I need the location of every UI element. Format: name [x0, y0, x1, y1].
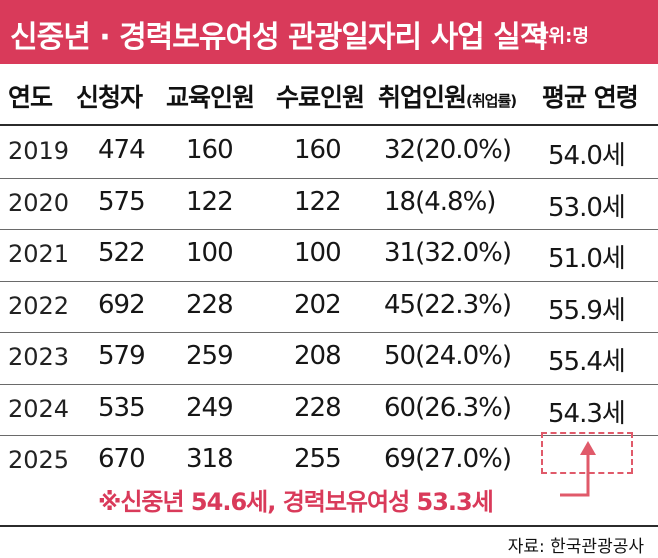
cell-year: 2020	[8, 188, 70, 217]
cell-trained: 122	[186, 186, 234, 217]
cell-employed: 50(24.0%)	[384, 341, 512, 371]
cell-employed: 18(4.8%)	[384, 186, 496, 217]
bottom-divider	[0, 525, 658, 527]
header-employed: 취업인원(취업률)	[378, 78, 517, 114]
cell-completed: 208	[294, 341, 342, 371]
cell-completed: 202	[294, 289, 342, 320]
cell-completed: 255	[294, 444, 342, 474]
cell-applicants: 535	[98, 392, 146, 423]
table-header: 연도 신청자 교육인원 수료인원 취업인원(취업률) 평균 연령	[0, 64, 658, 124]
cell-year: 2023	[8, 343, 70, 371]
cell-employed: 45(22.3%)	[384, 289, 512, 320]
table-row: 2020 575 122 122 18(4.8%) 53.0세	[0, 178, 658, 230]
cell-avg-age: 54.3세	[548, 398, 626, 429]
cell-employed: 69(27.0%)	[384, 444, 512, 474]
cell-avg-age: 55.4세	[548, 347, 626, 377]
row-divider	[0, 383, 658, 385]
table-row: 2024 535 249 228 60(26.3%) 54.3세	[0, 384, 658, 436]
cell-avg-age: 53.0세	[548, 192, 626, 223]
table-row: 2023 579 259 208 50(24.0%) 55.4세	[0, 332, 658, 384]
cell-year: 2022	[8, 291, 70, 320]
dashed-highlight-box	[541, 432, 633, 474]
header-applicants: 신청자	[76, 83, 143, 112]
row-divider	[0, 332, 658, 333]
cell-trained: 228	[186, 289, 234, 320]
table-row: 2025 670 318 255 69(27.0%)	[0, 435, 658, 487]
header-avg-age: 평균 연령	[542, 83, 639, 112]
cell-avg-age: 55.9세	[548, 295, 626, 326]
cell-avg-age: 54.0세	[548, 141, 626, 171]
table-row: 2019 474 160 160 32(20.0%) 54.0세	[0, 126, 658, 178]
cell-year: 2024	[8, 394, 70, 423]
cell-applicants: 575	[98, 186, 146, 217]
header-year: 연도	[8, 83, 53, 112]
header-divider	[0, 124, 658, 126]
header-trained: 교육인원	[166, 83, 255, 112]
title-bar: 신중년 · 경력보유여성 관광일자리 사업 실적 단위:명	[0, 0, 658, 64]
cell-applicants: 474	[98, 135, 146, 165]
cell-trained: 160	[186, 135, 234, 165]
unit-label: 단위:명	[532, 26, 589, 47]
table-row: 2022 692 228 202 45(22.3%) 55.9세	[0, 281, 658, 333]
footnote: ※신중년 54.6세, 경력보유여성 53.3세	[98, 488, 494, 516]
cell-completed: 228	[294, 392, 342, 423]
cell-avg-age: 51.0세	[548, 244, 626, 274]
cell-trained: 259	[186, 341, 234, 371]
cell-completed: 160	[294, 135, 342, 165]
source-label: 자료: 한국관광공사	[507, 537, 644, 557]
cell-completed: 122	[294, 186, 342, 217]
row-divider	[0, 280, 658, 282]
row-divider	[0, 435, 658, 436]
cell-year: 2019	[8, 137, 70, 165]
cell-employed: 31(32.0%)	[384, 238, 512, 268]
cell-employed: 32(20.0%)	[384, 135, 512, 165]
cell-applicants: 579	[98, 341, 146, 371]
header-employed-label: 취업인원	[378, 83, 467, 112]
row-divider	[0, 229, 658, 230]
cell-trained: 100	[186, 238, 234, 268]
cell-completed: 100	[294, 238, 342, 268]
cell-trained: 318	[186, 444, 234, 474]
cell-employed: 60(26.3%)	[384, 392, 512, 423]
cell-applicants: 670	[98, 444, 146, 474]
header-employed-rate: (취업률)	[466, 92, 517, 110]
cell-year: 2021	[8, 240, 70, 268]
cell-applicants: 692	[98, 289, 146, 320]
cell-year: 2025	[8, 446, 70, 474]
cell-trained: 249	[186, 392, 234, 423]
cell-applicants: 522	[98, 238, 146, 268]
header-completed: 수료인원	[276, 83, 365, 112]
chart-title: 신중년 · 경력보유여성 관광일자리 사업 실적	[10, 20, 547, 55]
table-row: 2021 522 100 100 31(32.0%) 51.0세	[0, 229, 658, 281]
row-divider	[0, 177, 658, 179]
